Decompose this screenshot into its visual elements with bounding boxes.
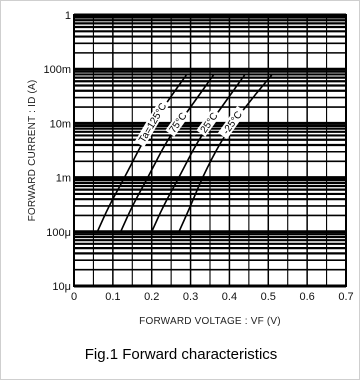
- y-tick-label: 10μ: [52, 281, 71, 293]
- y-tick-label: 1: [65, 10, 71, 22]
- plot-frame: [73, 14, 347, 287]
- x-tick-label: 0.4: [222, 291, 237, 303]
- y-tick-label: 100μ: [46, 227, 71, 239]
- x-axis-label: FORWARD VOLTAGE : VF (V): [139, 316, 281, 327]
- x-tick-label: 0.3: [183, 291, 198, 303]
- y-tick-label: 1m: [56, 173, 71, 185]
- x-tick-label: 0.6: [299, 291, 314, 303]
- x-tick-label: 0.1: [105, 291, 120, 303]
- grid: [73, 13, 347, 288]
- x-tick-label: 0.7: [338, 291, 353, 303]
- series-line: [96, 73, 188, 233]
- x-tick-label: 0: [71, 291, 77, 303]
- series-line: [178, 73, 273, 233]
- x-tick-label: 0.5: [261, 291, 276, 303]
- series-label-bg: [165, 108, 191, 137]
- y-axis-label: FORWARD CURRENT : ID (A): [27, 80, 38, 222]
- y-tick-label: 100m: [43, 64, 71, 76]
- series-label-bg: [218, 105, 247, 140]
- axes: [73, 14, 347, 287]
- series-line: [150, 73, 246, 233]
- series-line: [119, 73, 215, 233]
- x-tick-label: 0.2: [144, 291, 159, 303]
- series-label-bg: [134, 98, 170, 148]
- figure-caption: Fig.1 Forward characteristics: [84, 346, 278, 363]
- series-label-bg: [196, 108, 222, 137]
- y-tick-label: 10m: [50, 118, 71, 130]
- curves: [96, 73, 273, 233]
